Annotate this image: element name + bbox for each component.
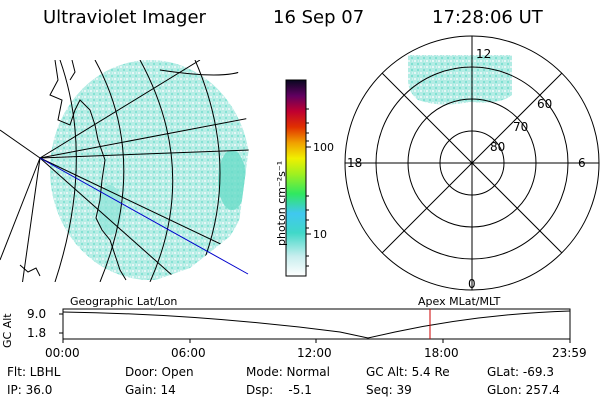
lat-lon-grid [0,60,250,282]
timeline-y-label: GC Alt [1,313,14,348]
polar-plot [344,35,600,291]
mlt-label-6: 6 [578,156,586,170]
mlat-label-80: 80 [490,140,506,154]
info-dsp: Dsp: -5.1 [246,383,312,397]
mlt-spokes [345,36,599,290]
timeline-x-tick-2359: 23:59 [552,346,587,360]
polar-emission [408,55,512,105]
info-mode: Mode: Normal [246,365,330,379]
altitude-curve [62,310,571,339]
mlat-label-70: 70 [513,120,529,134]
mlt-label-12: 12 [476,47,492,61]
colorbar [285,79,307,277]
mlt-label-18: 18 [347,156,363,170]
info-seq: Seq: 39 [366,383,412,397]
timeline-y-tick-top: 9.0 [27,307,47,321]
info-ip: IP: 36.0 [7,383,53,397]
info-glat: GLat: -69.3 [487,365,554,379]
mlt-label-0: 0 [468,277,476,291]
info-door: Door: Open [125,365,194,379]
colorbar-tick-10: 10 [313,228,327,241]
info-flt: Flt: LBHL [7,365,61,379]
timeline-x-tick-1800: 18:00 [424,346,459,360]
timeline-x-tick-1200: 12:00 [297,346,332,360]
timeline-frame [62,308,571,340]
timeline-right-title: Apex MLat/MLT [418,295,501,308]
colorbar-tick-100: 100 [313,141,334,154]
instrument-title: Ultraviolet Imager [43,7,206,28]
mlat-label-60: 60 [537,97,553,111]
timeline-y-tick-bottom: 1.8 [27,326,47,340]
bright-patch [218,150,246,210]
track-line [39,157,249,275]
time-label: 17:28:06 UT [432,7,543,28]
timeline-x-tick-0000: 00:00 [45,346,80,360]
timeline-plot [59,308,571,343]
info-gc-alt: GC Alt: 5.4 Re [366,365,450,379]
info-glon: GLon: 257.4 [487,383,560,397]
info-gain: Gain: 14 [125,383,176,397]
coastline [49,60,127,281]
colorbar-unit-label: photon cm⁻²s⁻¹ [275,160,288,246]
timeline-x-tick-0600: 06:00 [171,346,206,360]
date-label: 16 Sep 07 [273,7,365,28]
timeline-left-title: Geographic Lat/Lon [70,295,178,308]
geographic-image [0,60,250,282]
